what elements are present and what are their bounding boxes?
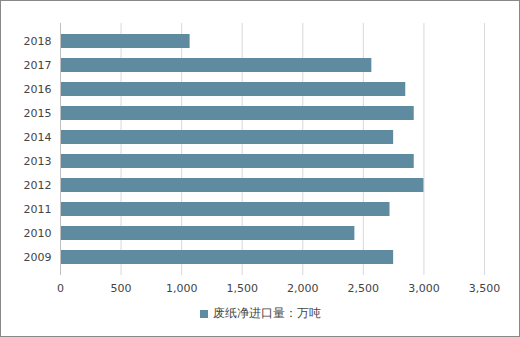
svg-text:500: 500: [111, 282, 132, 295]
svg-text:1,000: 1,000: [166, 282, 198, 295]
svg-text:2009: 2009: [24, 251, 52, 264]
svg-text:2017: 2017: [24, 59, 52, 72]
svg-text:2013: 2013: [24, 155, 52, 168]
svg-text:2011: 2011: [24, 203, 52, 216]
svg-text:0: 0: [57, 282, 64, 295]
svg-text:2,500: 2,500: [348, 282, 380, 295]
html-text:废纸净进口量：万吨: 废纸净进口量：万吨: [212, 306, 321, 320]
svg-text:2016: 2016: [24, 83, 52, 96]
svg-text:3,500: 3,500: [469, 282, 501, 295]
svg-text:2014: 2014: [24, 131, 52, 144]
svg-text:2,000: 2,000: [287, 282, 319, 295]
svg-text:2012: 2012: [24, 179, 52, 192]
svg-text:1,500: 1,500: [226, 282, 258, 295]
svg-text:2018: 2018: [24, 35, 52, 48]
svg-text:3,000: 3,000: [408, 282, 440, 295]
svg-text:2010: 2010: [24, 227, 52, 240]
svg-text:2015: 2015: [24, 107, 52, 120]
